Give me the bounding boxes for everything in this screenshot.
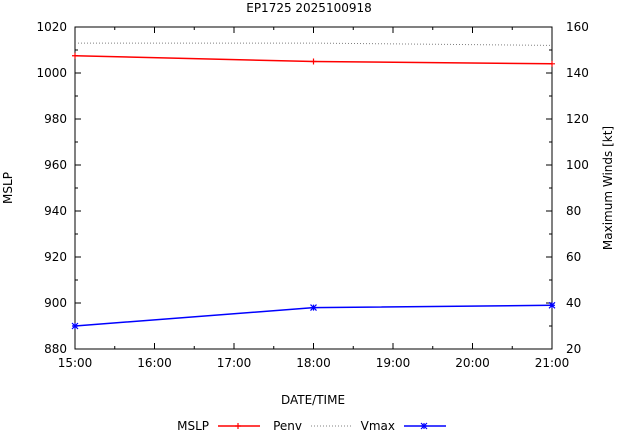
x-tick-label: 19:00 <box>376 356 411 370</box>
y2-tick-label: 80 <box>566 204 581 218</box>
y-tick-labels: 880 900 920 940 960 980 1000 1020 <box>36 20 67 356</box>
x-tick-label: 17:00 <box>217 356 252 370</box>
y-tick-label: 900 <box>44 296 67 310</box>
y2-tick-label: 160 <box>566 20 589 34</box>
y-tick-label: 1000 <box>36 66 67 80</box>
legend-label-penv: Penv <box>273 419 302 432</box>
legend-label-vmax: Vmax <box>361 419 395 432</box>
y-axis-label: MSLP <box>1 172 15 204</box>
y-tick-label: 1020 <box>36 20 67 34</box>
data-point-vmax <box>71 322 79 330</box>
y-tick-label: 960 <box>44 158 67 172</box>
legend: MSLP Penv Vmax <box>177 419 446 432</box>
x-tick-label: 15:00 <box>58 356 93 370</box>
x-tick-label: 18:00 <box>296 356 331 370</box>
y2-tick-label: 40 <box>566 296 581 310</box>
legend-marker-vmax <box>420 422 428 430</box>
x-tick-label: 21:00 <box>535 356 570 370</box>
legend-label-mslp: MSLP <box>177 419 209 432</box>
data-point-vmax <box>548 301 556 309</box>
plot-frame <box>74 26 553 350</box>
y-tick-label: 980 <box>44 112 67 126</box>
x-axis-label: DATE/TIME <box>281 393 345 407</box>
y-tick-label: 880 <box>44 342 67 356</box>
y2-tick-label: 60 <box>566 250 581 264</box>
series-layer <box>71 42 556 330</box>
y2-tick-labels: 20 40 60 80 100 120 140 160 <box>566 20 589 356</box>
y2-tick-label: 140 <box>566 66 589 80</box>
chart-title: EP1725 2025100918 <box>246 1 372 15</box>
legend-marker-mslp <box>235 423 241 429</box>
y-tick-label: 920 <box>44 250 67 264</box>
x-tick-label: 16:00 <box>137 356 172 370</box>
axis-ticks <box>74 26 553 350</box>
series-line-penv <box>75 42 553 46</box>
x-tick-label: 20:00 <box>455 356 490 370</box>
data-point-vmax <box>310 304 317 312</box>
y2-tick-label: 100 <box>566 158 589 172</box>
data-point-mslp <box>72 52 78 59</box>
y2-axis-label: Maximum Winds [kt] <box>601 126 615 250</box>
y2-tick-label: 120 <box>566 112 589 126</box>
y-tick-label: 940 <box>44 204 67 218</box>
data-point-mslp <box>310 58 317 65</box>
y2-tick-label: 20 <box>566 342 581 356</box>
data-point-mslp <box>549 60 555 67</box>
x-tick-labels: 15:00 16:00 17:00 18:00 19:00 20:00 21:00 <box>58 356 570 370</box>
